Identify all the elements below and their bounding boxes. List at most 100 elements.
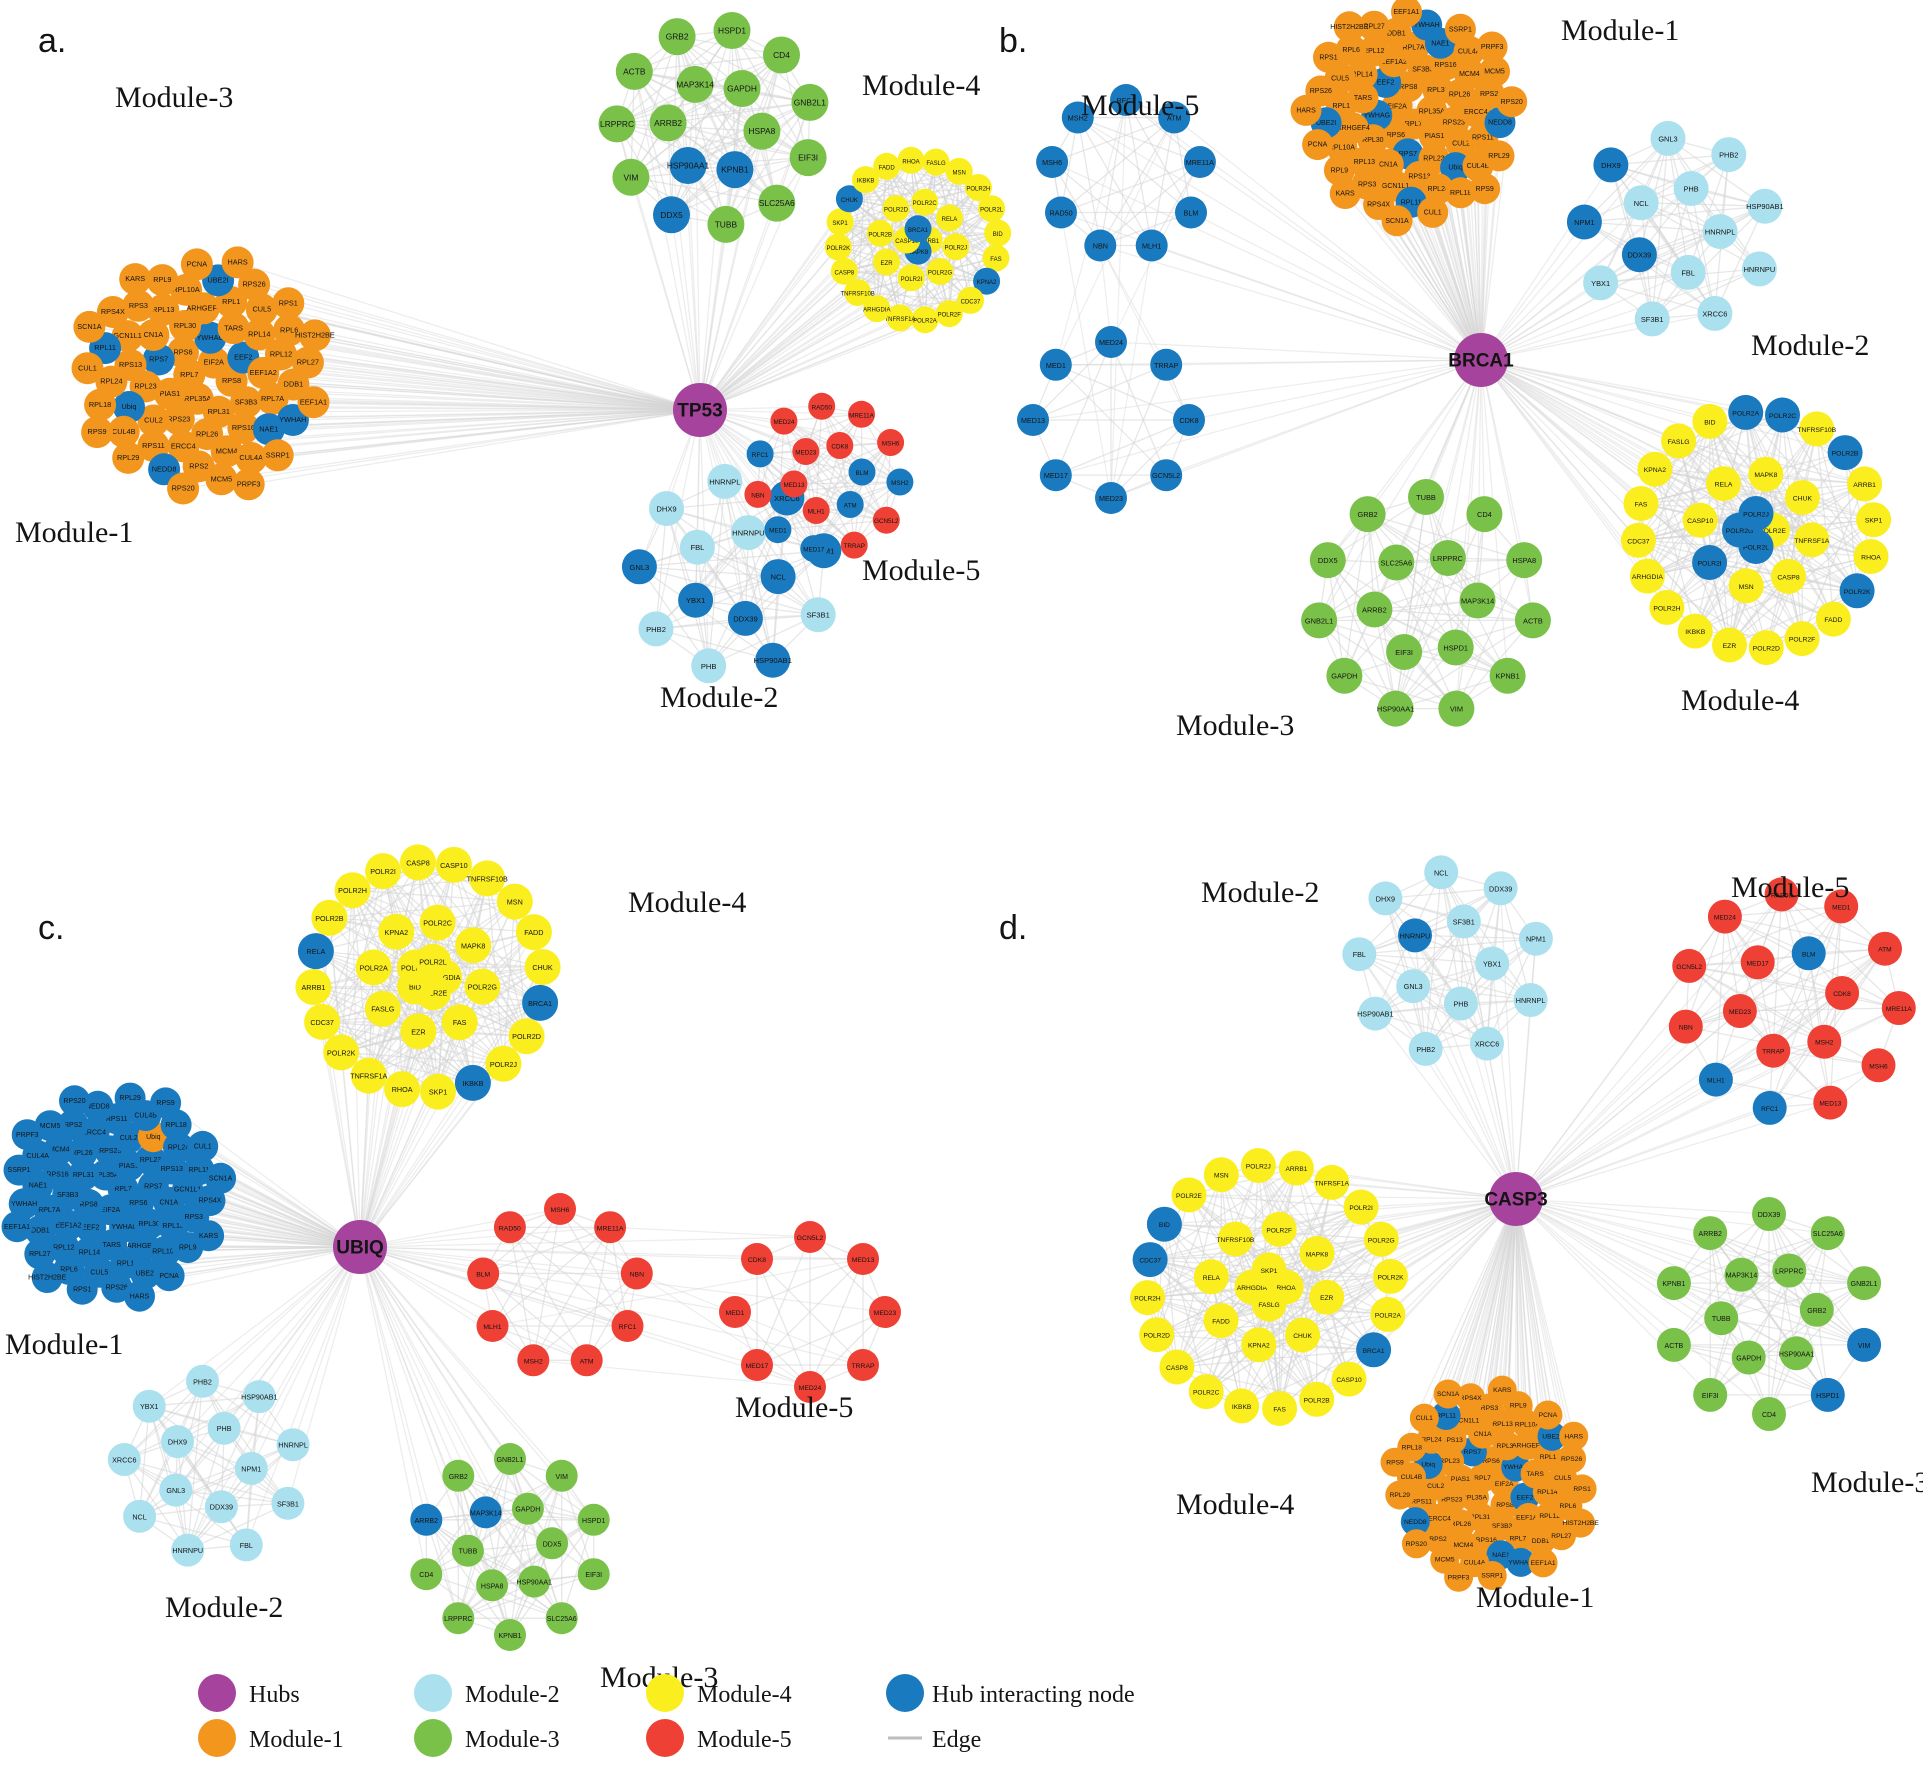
svg-text:RPS6: RPS6 [173,347,192,356]
svg-text:RPS4X: RPS4X [101,307,125,316]
svg-text:ARHGDIA: ARHGDIA [863,308,890,314]
svg-text:POLR2G: POLR2G [468,983,498,992]
svg-text:RPL24: RPL24 [100,377,122,386]
svg-text:NPM1: NPM1 [241,1464,261,1473]
svg-text:Module-3: Module-3 [465,1727,560,1753]
svg-text:TNFRSF1A: TNFRSF1A [1315,1180,1350,1187]
svg-text:RPS7: RPS7 [1464,1449,1482,1456]
svg-text:POLR2K: POLR2K [1844,589,1871,596]
svg-text:RPS11: RPS11 [142,441,165,450]
svg-text:EEF2: EEF2 [1377,80,1395,87]
svg-text:PHB2: PHB2 [646,625,666,634]
svg-text:CHUK: CHUK [841,198,858,204]
svg-text:HNRNPU: HNRNPU [732,529,765,538]
svg-text:VIM: VIM [1858,1343,1871,1350]
svg-text:FASLG: FASLG [1668,439,1690,446]
svg-text:MAPK8: MAPK8 [1306,1251,1329,1258]
svg-text:Module-3: Module-3 [1176,709,1294,742]
svg-text:MSH6: MSH6 [882,441,900,448]
svg-text:EZR: EZR [411,1027,425,1036]
svg-text:DDX5: DDX5 [1318,556,1338,565]
svg-text:IKBKB: IKBKB [462,1079,483,1088]
svg-text:MSH2: MSH2 [891,480,909,487]
svg-text:GNB2L1: GNB2L1 [497,1457,524,1464]
svg-text:RPS7: RPS7 [149,355,168,364]
svg-text:MRE11A: MRE11A [849,412,875,419]
svg-text:BLM: BLM [856,470,869,477]
svg-text:BRCA1: BRCA1 [528,999,552,1008]
svg-text:MED1: MED1 [769,528,787,535]
svg-text:NBN: NBN [751,492,765,499]
svg-text:MED24: MED24 [1099,338,1123,347]
svg-text:HNRNPU: HNRNPU [172,1546,203,1555]
svg-text:HSPD1: HSPD1 [1816,1393,1839,1400]
svg-text:RPS11: RPS11 [1411,1499,1432,1506]
svg-text:RPL23: RPL23 [134,382,156,391]
svg-text:EIF2A: EIF2A [204,358,224,367]
svg-text:POLR2D: POLR2D [1753,646,1780,653]
svg-text:MAP3K14: MAP3K14 [470,1510,502,1517]
svg-text:CUL4A: CUL4A [26,1153,49,1160]
svg-text:KPNA2: KPNA2 [977,280,997,286]
svg-text:Module-4: Module-4 [697,1682,792,1708]
svg-text:XRCC6: XRCC6 [1475,1040,1499,1049]
svg-text:EEF2: EEF2 [234,353,252,362]
svg-text:RPL27: RPL27 [29,1251,51,1258]
svg-text:EZR: EZR [1723,643,1737,650]
svg-text:XRCC6: XRCC6 [1702,309,1727,318]
svg-text:FBL: FBL [240,1541,253,1550]
svg-text:NEDD8: NEDD8 [152,464,177,473]
svg-text:PRPF3: PRPF3 [16,1132,39,1139]
svg-text:RPS11: RPS11 [1472,134,1494,141]
svg-text:MCM4: MCM4 [1453,1542,1473,1549]
svg-text:SCN1A: SCN1A [209,1175,233,1182]
svg-text:IKBKB: IKBKB [857,179,875,185]
svg-text:TRRAP: TRRAP [844,543,865,550]
svg-text:TP53: TP53 [677,401,722,422]
svg-text:MED13: MED13 [1819,1101,1841,1108]
svg-text:POLR2A: POLR2A [1732,410,1759,417]
svg-text:RPL7A: RPL7A [38,1207,61,1214]
svg-text:YWHAH: YWHAH [1414,22,1440,29]
svg-text:RELA: RELA [942,217,958,223]
svg-text:FAS: FAS [990,257,1001,263]
svg-text:GNL3: GNL3 [1658,134,1677,143]
svg-text:CUL4B: CUL4B [1401,1474,1423,1481]
svg-text:Module-3: Module-3 [1811,1466,1923,1499]
svg-text:POLR2G: POLR2G [1368,1237,1395,1244]
svg-text:PHB2: PHB2 [1719,151,1738,160]
svg-text:RPS3: RPS3 [185,1214,203,1221]
svg-text:MSH2: MSH2 [1815,1040,1834,1047]
svg-text:DDX39: DDX39 [210,1503,233,1512]
svg-text:DDX39: DDX39 [1627,251,1651,260]
svg-text:DDB1: DDB1 [284,380,303,389]
svg-text:RPL27: RPL27 [1551,1533,1572,1540]
svg-text:EEF1A1: EEF1A1 [1393,9,1419,16]
svg-text:MED23: MED23 [1729,1009,1751,1016]
svg-text:RHOA: RHOA [392,1085,413,1094]
svg-text:PRPF3: PRPF3 [237,479,261,488]
svg-text:RPS2: RPS2 [64,1122,82,1129]
svg-text:ERCC4: ERCC4 [1428,1515,1451,1522]
svg-text:ERCC4: ERCC4 [171,442,196,451]
svg-text:PHB: PHB [1454,1000,1469,1009]
svg-text:Module-1: Module-1 [5,1328,123,1361]
svg-text:GRB2: GRB2 [449,1474,468,1481]
svg-text:UBE2I: UBE2I [1542,1433,1561,1440]
svg-text:PHB2: PHB2 [1416,1045,1435,1054]
svg-text:Module-5: Module-5 [697,1727,792,1753]
svg-text:BRCA1: BRCA1 [1363,1348,1385,1355]
svg-text:DDB1: DDB1 [31,1228,50,1235]
svg-text:POLR2K: POLR2K [327,1048,356,1057]
svg-text:DHX9: DHX9 [1601,161,1621,170]
svg-text:CDK8: CDK8 [1833,991,1851,998]
svg-text:TRRAP: TRRAP [1154,361,1179,370]
svg-text:EIF3I: EIF3I [585,1572,602,1579]
svg-text:PCNA: PCNA [1539,1412,1558,1419]
svg-text:Module-3: Module-3 [115,81,233,114]
svg-text:CUL2: CUL2 [120,1135,138,1142]
svg-text:HNRNPU: HNRNPU [1400,931,1431,940]
svg-text:RPL18: RPL18 [89,400,111,409]
svg-text:CUL1: CUL1 [1416,1415,1433,1422]
svg-text:XRCC6: XRCC6 [112,1456,136,1465]
